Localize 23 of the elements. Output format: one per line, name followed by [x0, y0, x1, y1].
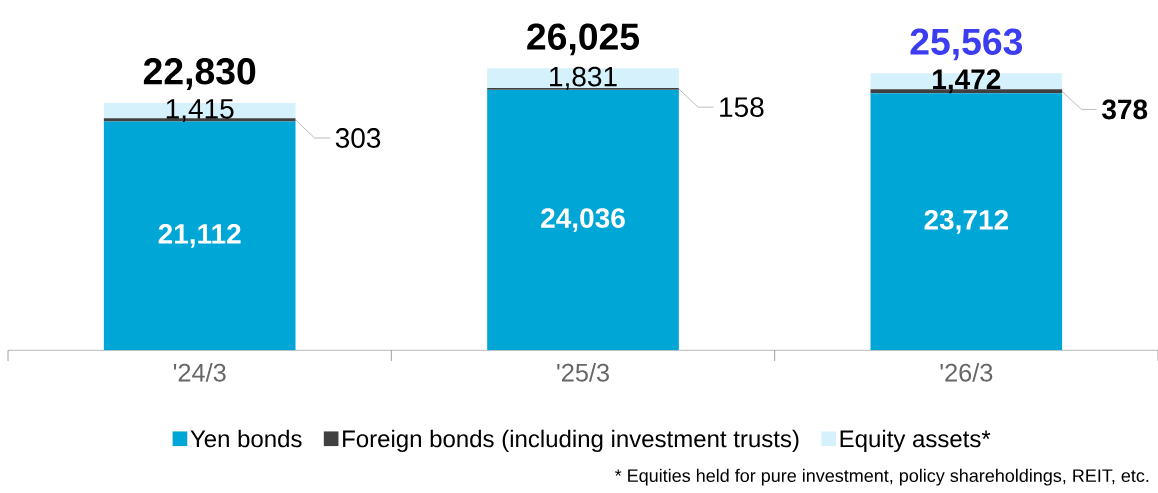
legend-label: Equity assets*	[840, 429, 991, 453]
x-tick-label: '24/3	[173, 363, 226, 382]
legend-label: Foreign bonds (including investment trusts)	[343, 429, 799, 453]
data-label: 1,472	[933, 69, 1001, 94]
data-label: 303	[335, 128, 381, 148]
data-label: 378	[1102, 99, 1148, 120]
legend-label: Yen bonds	[190, 429, 302, 448]
total-label: 22,830	[143, 58, 256, 90]
bar	[487, 89, 679, 351]
x-tick-label: '26/3	[940, 363, 993, 382]
data-label: 24,036	[541, 208, 625, 233]
data-label: 158	[720, 97, 764, 118]
total-label: 26,025	[527, 23, 640, 56]
bar	[487, 68, 679, 89]
bar	[103, 121, 296, 351]
data-label: 1,415	[166, 99, 234, 122]
data-label: 1,831	[550, 66, 617, 90]
x-tick-label: '25/3	[557, 363, 609, 382]
data-label: 21,112	[158, 223, 241, 248]
total-label: 25,563	[910, 28, 1023, 61]
bar	[870, 93, 1063, 351]
data-label: 23,712	[924, 209, 1009, 234]
text: * Equities held for pure investment, policy shareholdings, REIT, etc.	[614, 468, 1149, 486]
